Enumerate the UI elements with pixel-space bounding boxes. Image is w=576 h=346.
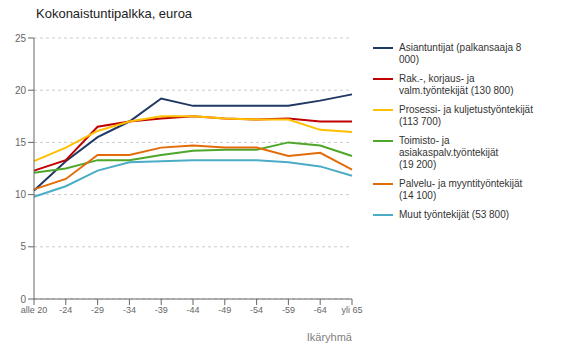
svg-text:0: 0 xyxy=(20,294,26,305)
svg-text:Ikäryhmä: Ikäryhmä xyxy=(307,331,353,343)
html-text:Palvelu- ja myyntityöntekijät: Palvelu- ja myyntityöntekijät xyxy=(399,178,523,189)
html-text:valm.työntekijät (130 800): valm.työntekijät (130 800) xyxy=(399,85,514,96)
html-text:Prosessi- ja kuljetustyöntekij: Prosessi- ja kuljetustyöntekijät xyxy=(399,104,533,115)
svg-text:-39: -39 xyxy=(155,305,168,315)
html-text:000): 000) xyxy=(399,54,419,65)
svg-text:alle 20: alle 20 xyxy=(21,305,48,315)
html-text:Asiantuntijat (palkansaaja 8: Asiantuntijat (palkansaaja 8 xyxy=(399,42,522,53)
svg-text:-34: -34 xyxy=(123,305,136,315)
svg-text:10: 10 xyxy=(15,189,27,200)
html-text:Muut työntekijät (53 800): Muut työntekijät (53 800) xyxy=(399,209,510,220)
html-text:Kokonaistuntipalkka, euroa: Kokonaistuntipalkka, euroa xyxy=(36,6,193,21)
svg-text:5: 5 xyxy=(20,241,26,252)
svg-text:yli 65: yli 65 xyxy=(341,305,362,315)
svg-text:25: 25 xyxy=(15,33,27,44)
svg-text:15: 15 xyxy=(15,137,27,148)
svg-text:-54: -54 xyxy=(250,305,263,315)
svg-text:-24: -24 xyxy=(59,305,72,315)
svg-text:-29: -29 xyxy=(91,305,104,315)
svg-text:-59: -59 xyxy=(282,305,295,315)
svg-text:-64: -64 xyxy=(314,305,327,315)
html-text:asiakaspalv.työntekijät: asiakaspalv.työntekijät xyxy=(399,147,499,158)
html-text:(19 200): (19 200) xyxy=(399,159,437,170)
html-text:Rak.-, korjaus- ja: Rak.-, korjaus- ja xyxy=(399,73,475,84)
svg-text:-49: -49 xyxy=(218,305,231,315)
html-text:Toimisto- ja: Toimisto- ja xyxy=(399,135,450,146)
svg-text:20: 20 xyxy=(15,85,27,96)
svg-text:-44: -44 xyxy=(186,305,199,315)
html-text:(14 100): (14 100) xyxy=(399,190,437,201)
html-text:(113 700): (113 700) xyxy=(399,116,442,127)
